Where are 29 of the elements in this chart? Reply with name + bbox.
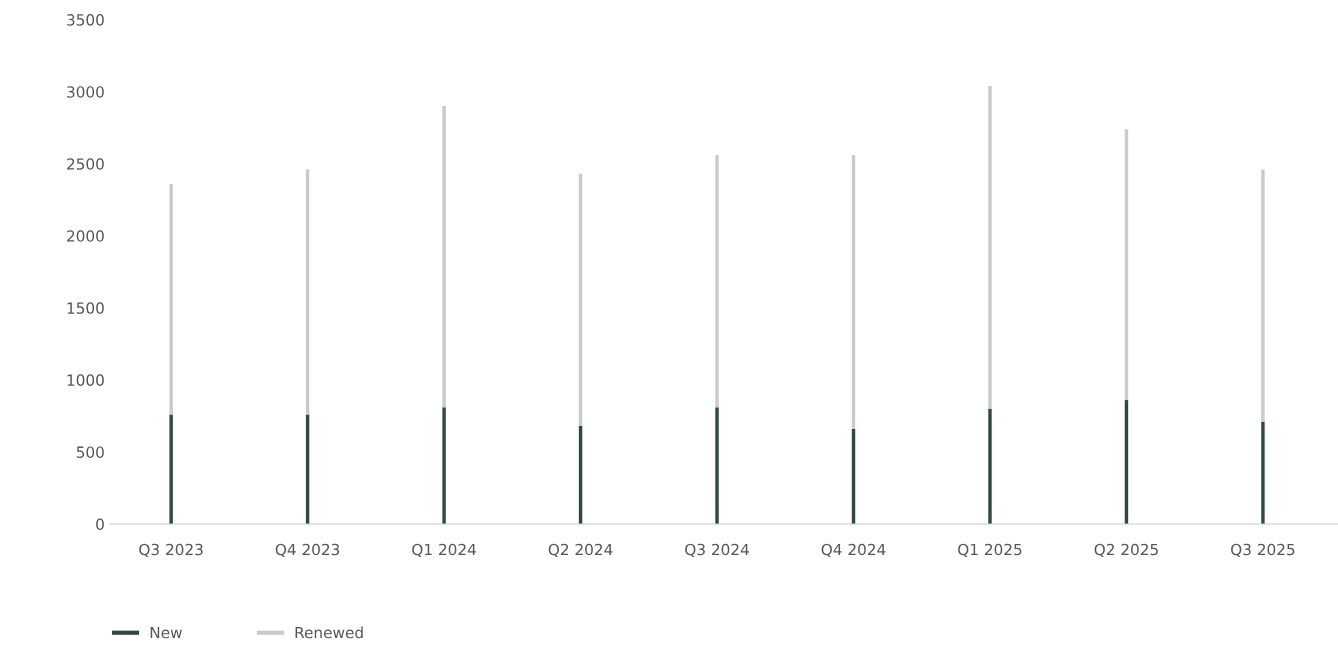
y-tick-label: 0 (96, 518, 104, 531)
x-tick-label: Q3 2023 (139, 543, 203, 558)
bar (988, 408, 992, 524)
x-tick-label: Q3 2025 (1231, 543, 1295, 558)
bar (1261, 169, 1265, 422)
bar (1261, 421, 1265, 524)
y-tick-label: 2000 (67, 230, 104, 242)
y-tick-label: 1000 (67, 374, 104, 386)
y-tick-label: 3000 (67, 86, 104, 98)
x-tick-label: Q2 2024 (548, 543, 613, 558)
bar (169, 414, 173, 524)
x-tick-label: Q2 2025 (1094, 543, 1158, 558)
legend-label: Renewed (295, 626, 363, 639)
bar (988, 85, 992, 409)
bar (169, 183, 173, 415)
bar (715, 155, 719, 408)
bar (442, 407, 446, 524)
x-tick-label: Q4 2023 (275, 543, 340, 558)
legend-label: New (150, 626, 182, 639)
y-tick-label: 3500 (67, 14, 104, 26)
bar (442, 106, 446, 408)
x-tick-label: Q1 2025 (958, 543, 1022, 558)
y-tick-label: 500 (76, 446, 104, 458)
x-tick-label: Q1 2024 (412, 543, 476, 558)
x-tick-label: Q3 2024 (685, 543, 749, 558)
bar (715, 407, 719, 524)
y-tick-label: 2500 (67, 158, 104, 170)
x-tick-label: Q4 2024 (821, 543, 886, 558)
y-tick-label: 1500 (67, 302, 104, 314)
